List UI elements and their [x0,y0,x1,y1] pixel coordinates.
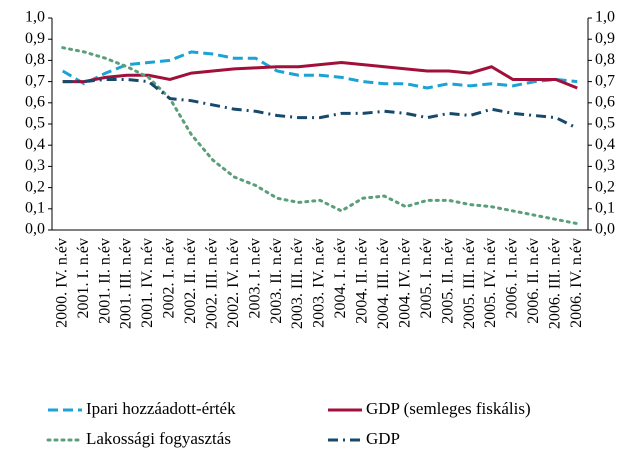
x-tick-label: 2002. III. n.év [203,238,220,329]
legend-label: Ipari hozzáadott-érték [86,399,236,418]
x-tick-label: 2006. II. n.év [525,238,542,324]
x-tick-label: 2004. IV. n.év [396,238,413,328]
y2-tick-label: 0,9 [595,30,615,47]
series-line [62,61,578,90]
x-tick-label: 2002. IV. n.év [225,238,242,328]
legend-label: GDP [366,429,400,448]
x-tick-label: 2003. IV. n.év [311,238,328,328]
x-tick-label: 2000. IV. n.év [53,238,70,328]
x-tick-label: 2004. II. n.év [354,238,371,324]
y2-tick-label: 0,4 [595,136,615,153]
legend-label: Lakossági fogyasztás [86,429,231,448]
x-tick-label: 2003. II. n.év [268,238,285,324]
y-tick-label: 0,5 [25,115,45,132]
x-tick-label: 2001. III. n.év [118,238,135,329]
series-line [62,77,578,130]
y-tick-label: 0,1 [25,199,45,216]
x-tick-label: 2005. I. n.év [418,238,435,318]
y2-tick-label: 0,3 [595,157,615,174]
y2-tick-label: 0,0 [595,221,615,238]
y2-tick-label: 0,8 [595,51,615,68]
x-tick-label: 2005. IV. n.év [482,238,499,328]
x-tick-label: 2003. III. n.év [289,238,306,329]
x-tick-label: 2001. I. n.év [75,238,92,318]
legend-label: GDP (semleges fiskális) [366,399,531,418]
x-tick-label: 2006. IV. n.év [568,238,585,328]
x-tick-label: 2004. I. n.év [332,238,349,318]
x-tick-label: 2005. II. n.év [439,238,456,324]
y-tick-label: 0,8 [25,51,45,68]
x-tick-label: 2001. II. n.év [96,238,113,324]
y2-tick-label: 0,1 [595,199,615,216]
x-tick-label: 2005. III. n.év [461,238,478,329]
series-line [61,50,578,90]
x-tick-label: 2002. I. n.év [161,238,178,318]
y-tick-label: 0,4 [25,136,45,153]
x-tick-label: 2006. III. n.év [547,238,564,329]
y2-tick-label: 0,6 [595,93,615,110]
y2-tick-label: 0,5 [595,115,615,132]
y2-tick-label: 0,2 [595,178,615,195]
x-tick-label: 2002. II. n.év [182,238,199,324]
x-tick-label: 2001. IV. n.év [139,238,156,328]
y2-tick-label: 1,0 [595,9,615,26]
x-tick-label: 2006. I. n.év [504,238,521,318]
y-tick-label: 1,0 [25,9,45,26]
y-tick-label: 0,6 [25,93,45,110]
y-tick-label: 0,9 [25,30,45,47]
y2-tick-label: 0,7 [595,72,615,89]
y-tick-label: 0,3 [25,157,45,174]
y-tick-label: 0,2 [25,178,45,195]
y-tick-label: 0,7 [25,72,45,89]
x-tick-label: 2004. III. n.év [375,238,392,329]
y-tick-label: 0,0 [25,221,45,238]
series-line [61,46,579,226]
x-tick-label: 2003. I. n.év [246,238,263,318]
